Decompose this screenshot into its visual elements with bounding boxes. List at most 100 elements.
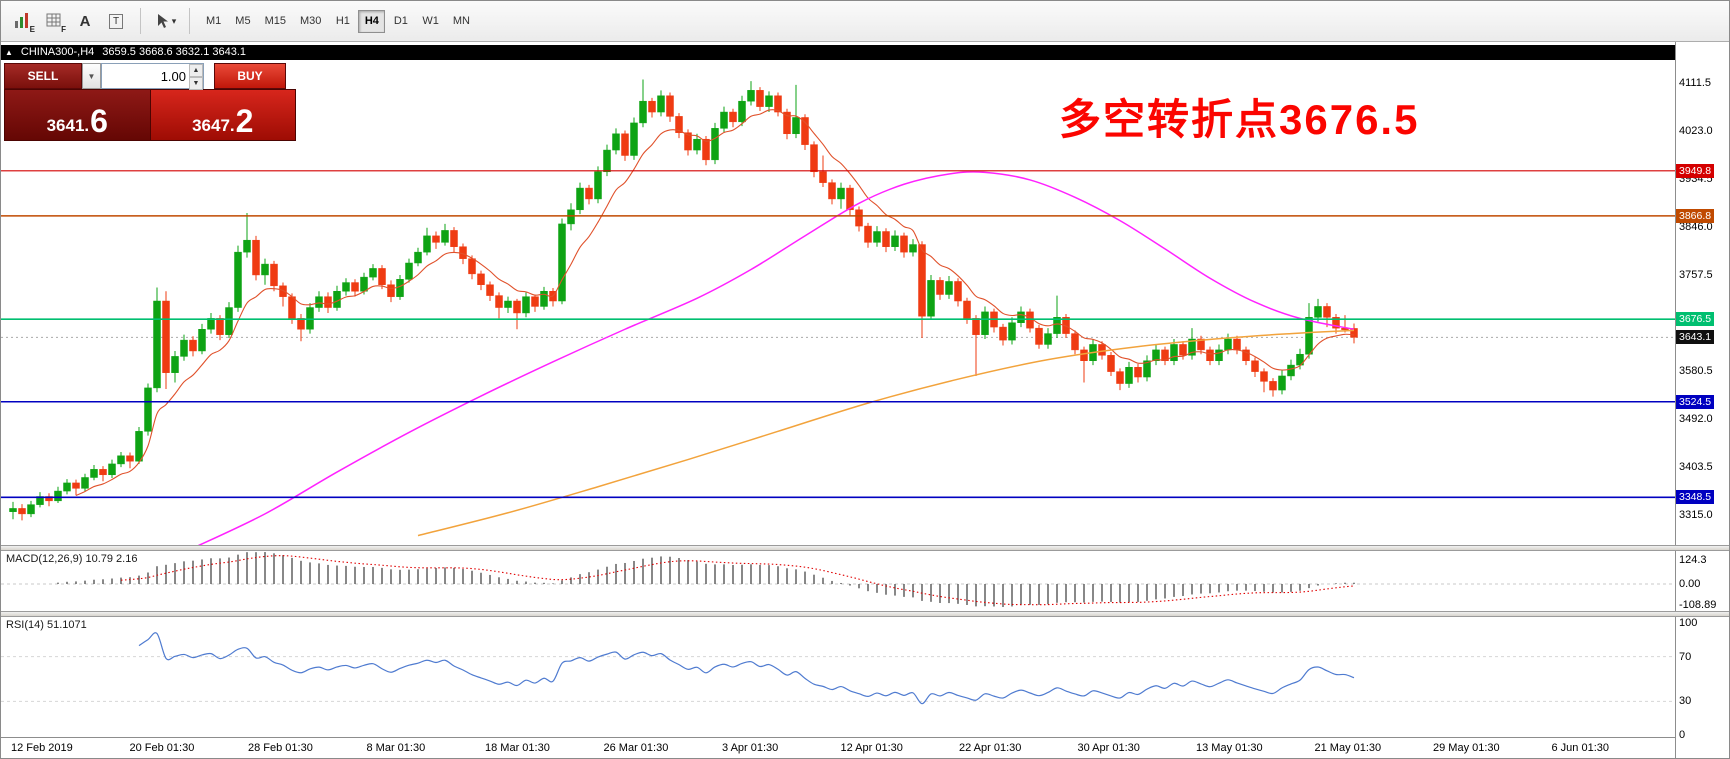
timeframe-button-m1[interactable]: M1: [206, 15, 222, 27]
axis-tick-label: 3403.5: [1679, 461, 1713, 474]
candle: [657, 90, 665, 117]
candle: [144, 383, 152, 436]
candle: [243, 213, 251, 258]
icon-sub-letter: E: [29, 25, 35, 34]
time-axis-label: 8 Mar 01:30: [366, 742, 426, 754]
candle: [1125, 361, 1133, 388]
candle: [45, 493, 53, 507]
candle: [1233, 335, 1241, 355]
candle: [1053, 295, 1061, 338]
rsi-chart-canvas[interactable]: [1, 617, 1675, 737]
volume-dropdown-button[interactable]: ▼: [82, 63, 101, 89]
candle: [1278, 370, 1286, 395]
candle: [18, 504, 26, 521]
candle: [990, 308, 998, 333]
buy-price-tile[interactable]: 3647. 2: [150, 89, 296, 141]
candle: [711, 122, 719, 165]
timeframe-button-d1[interactable]: D1: [393, 15, 408, 27]
candle: [1350, 323, 1358, 344]
timeframe-button-m5[interactable]: M5: [235, 15, 251, 27]
timeframe-button-h4[interactable]: H4: [358, 9, 386, 33]
candle: [612, 128, 620, 155]
toolbar: E F A T ▾ M1 M5 M15 M30 H1 H4 D1 W1 MN: [1, 1, 1729, 42]
candle: [882, 228, 890, 253]
candle: [126, 452, 134, 469]
time-axis-label: 6 Jun 01:30: [1551, 742, 1610, 754]
panel-splitter[interactable]: [1, 611, 1729, 617]
candle: [432, 231, 440, 249]
buy-price-pip: 2: [235, 102, 254, 139]
ma-fast-line: [75, 109, 1355, 496]
candle: [639, 79, 647, 128]
candle: [135, 426, 143, 464]
candle: [63, 479, 71, 495]
candle: [630, 117, 638, 160]
textbox-t-icon[interactable]: T: [102, 7, 130, 35]
timeframe-button-m15[interactable]: M15: [264, 15, 286, 27]
candle: [1305, 303, 1313, 359]
candle: [423, 227, 431, 256]
candle: [414, 247, 422, 267]
candle: [567, 203, 575, 231]
axis-tick-label: -108.89: [1679, 599, 1717, 612]
time-axis-label: 18 Mar 01:30: [485, 742, 550, 754]
candle: [252, 235, 260, 281]
chart-text-annotation[interactable]: 多空转折点3676.5: [1059, 96, 1420, 143]
ma-slow-line: [417, 329, 1355, 537]
timeframe-button-w1[interactable]: W1: [422, 15, 439, 27]
time-axis-label: 28 Feb 01:30: [248, 742, 313, 754]
time-axis-label: 29 May 01:30: [1433, 742, 1500, 754]
timeframe-button-h1[interactable]: H1: [335, 15, 350, 27]
sell-price-tile[interactable]: 3641. 6: [4, 89, 151, 141]
candle: [1017, 306, 1025, 328]
time-axis-label: 30 Apr 01:30: [1077, 742, 1140, 754]
candle: [720, 106, 728, 133]
volume-input[interactable]: [101, 63, 204, 89]
rsi-indicator-panel: RSI(14) 51.1071: [1, 617, 1675, 737]
candle: [810, 141, 818, 178]
candle: [1314, 298, 1322, 322]
axis-tick-label: 3315.0: [1679, 509, 1713, 522]
price-axis[interactable]: 4111.54023.03934.53846.03757.53669.03580…: [1676, 42, 1729, 758]
toolbar-separator: [140, 8, 141, 34]
candle: [1107, 352, 1115, 376]
axis-tick-label: 0: [1679, 729, 1686, 741]
sell-price-pip: 6: [90, 102, 108, 139]
macd-chart-canvas[interactable]: [1, 551, 1675, 611]
sell-button[interactable]: SELL: [4, 63, 82, 89]
panel-splitter[interactable]: [1, 545, 1729, 551]
candle: [981, 306, 989, 340]
chart-title-strip: ▲ CHINA300-,H4 3659.5 3668.6 3632.1 3643…: [1, 45, 1675, 60]
volume-increase-button[interactable]: ▲: [189, 64, 203, 77]
collapse-panel-icon[interactable]: ▲: [5, 48, 13, 57]
price-chart-canvas[interactable]: [1, 42, 1675, 545]
candle: [999, 323, 1007, 346]
candle: [351, 279, 359, 297]
candle: [477, 270, 485, 291]
candle: [153, 287, 161, 393]
candle: [909, 239, 917, 257]
candle: [729, 108, 737, 128]
bar-chart-e-icon[interactable]: E: [9, 7, 37, 35]
candle: [765, 91, 773, 113]
candle: [234, 245, 242, 312]
candle: [756, 87, 764, 111]
cursor-tool-icon[interactable]: ▾: [151, 7, 179, 35]
axis-tick-label: 4023.0: [1679, 125, 1713, 138]
candle: [549, 287, 557, 307]
rsi-label: RSI(14) 51.1071: [6, 619, 87, 631]
candle: [927, 274, 935, 320]
candle: [1296, 348, 1304, 370]
timeframe-button-mn[interactable]: MN: [452, 15, 470, 27]
candle: [891, 230, 899, 252]
time-axis-label: 20 Feb 01:30: [129, 742, 195, 754]
grid-f-icon[interactable]: F: [40, 7, 68, 35]
time-axis-label: 26 Mar 01:30: [603, 742, 669, 754]
candle: [315, 291, 323, 312]
text-a-icon[interactable]: A: [79, 12, 91, 30]
buy-button[interactable]: BUY: [214, 63, 286, 89]
volume-decrease-button[interactable]: ▼: [189, 77, 203, 90]
timeframe-button-m30[interactable]: M30: [299, 15, 322, 27]
candle: [522, 292, 530, 318]
time-axis[interactable]: 12 Feb 2019 20 Feb 01:30 28 Feb 01:30 8 Mar…: [1, 737, 1675, 758]
